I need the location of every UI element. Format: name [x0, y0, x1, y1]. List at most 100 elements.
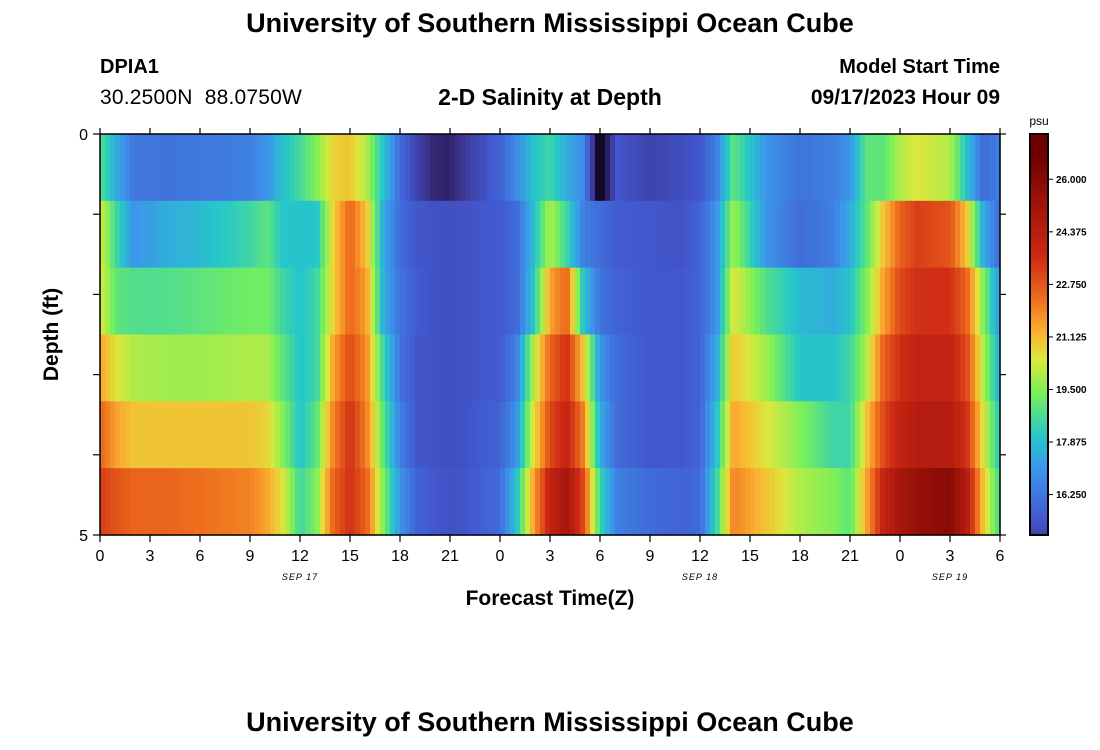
heatmap-cell	[165, 267, 171, 336]
heatmap-cell	[270, 468, 276, 536]
heatmap-cell	[760, 468, 766, 536]
model-start-label: Model Start Time	[839, 56, 1000, 78]
x-tick-label: 6	[596, 548, 605, 565]
heatmap-cell	[355, 200, 361, 269]
colorbar-segment	[1030, 237, 1048, 242]
heatmap-cell	[180, 401, 186, 469]
x-tick-label: 6	[196, 548, 205, 565]
heatmap-cell	[825, 401, 831, 469]
heatmap-cell	[970, 334, 976, 402]
heatmap-cell	[615, 267, 621, 336]
x-tick-label: 0	[896, 548, 905, 565]
heatmap-cell	[615, 200, 621, 269]
heatmap-cell	[685, 401, 691, 469]
heatmap-cell	[370, 468, 376, 536]
heatmap-cell	[505, 200, 511, 269]
heatmap-cell	[355, 134, 361, 202]
heatmap-cell	[685, 134, 691, 202]
heatmap-cell	[200, 468, 206, 536]
heatmap-cell	[330, 334, 336, 402]
colorbar-segment	[1030, 334, 1048, 339]
heatmap-cell	[190, 267, 196, 336]
colorbar-segment	[1030, 454, 1048, 459]
heatmap-cell	[540, 401, 546, 469]
colorbar-segment	[1030, 157, 1048, 162]
heatmap-cell	[950, 401, 956, 469]
heatmap-cell	[895, 401, 901, 469]
heatmap-cell	[975, 200, 981, 269]
heatmap-cell	[100, 401, 106, 469]
colorbar-segment	[1030, 408, 1048, 412]
heatmap-cell	[290, 200, 296, 269]
heatmap-cell	[900, 134, 906, 202]
heatmap-cell	[195, 401, 201, 469]
heatmap-cell	[280, 267, 286, 336]
colorbar-tick-label: 21.125	[1056, 332, 1087, 343]
heatmap-cell	[590, 334, 596, 402]
heatmap-cell	[400, 200, 406, 269]
colorbar-segment	[1030, 170, 1048, 175]
heatmap-cell	[850, 267, 856, 336]
heatmap-cell	[665, 468, 671, 536]
heatmap-cell	[255, 401, 261, 469]
heatmap-cell	[530, 134, 536, 202]
heatmap-cell	[670, 468, 676, 536]
heatmap-cell	[440, 267, 446, 336]
heatmap-cell	[200, 200, 206, 269]
heatmap-cell	[245, 401, 251, 469]
heatmap-cell	[615, 468, 621, 536]
colorbar-segment	[1030, 247, 1048, 252]
heatmap-cell	[710, 334, 716, 402]
heatmap-cell	[795, 334, 801, 402]
heatmap-cell	[210, 267, 216, 336]
heatmap-cell	[730, 267, 736, 336]
heatmap-cell	[440, 134, 446, 202]
heatmap-cell	[865, 468, 871, 536]
heatmap-cell	[285, 267, 291, 336]
heatmap-cell	[645, 468, 651, 536]
colorbar-segment	[1030, 240, 1048, 245]
heatmap-cell	[840, 134, 846, 202]
heatmap-cell	[665, 134, 671, 202]
heatmap-cell	[630, 468, 636, 536]
colorbar-segment	[1030, 257, 1048, 262]
heatmap-cell	[595, 468, 601, 536]
heatmap-cell	[800, 401, 806, 469]
heatmap-cell	[775, 134, 781, 202]
heatmap-cell	[510, 334, 516, 402]
heatmap-cell	[610, 401, 616, 469]
heatmap-cell	[150, 334, 156, 402]
heatmap-cell	[110, 267, 116, 336]
heatmap-cell	[680, 134, 686, 202]
heatmap-cell	[495, 334, 501, 402]
heatmap-cell	[245, 200, 251, 269]
heatmap-cell	[740, 200, 746, 269]
colorbar-segment	[1030, 528, 1048, 533]
colorbar-segment	[1030, 481, 1048, 486]
heatmap-cell	[875, 134, 881, 202]
heatmap-cell	[315, 468, 321, 536]
heatmap-cell	[170, 134, 176, 202]
heatmap-cell	[775, 334, 781, 402]
heatmap-cell	[620, 267, 626, 336]
heatmap-cell	[575, 401, 581, 469]
heatmap-cell	[470, 267, 476, 336]
heatmap-cell	[645, 134, 651, 202]
heatmap-cell	[820, 334, 826, 402]
heatmap-cell	[435, 267, 441, 336]
heatmap-cell	[565, 401, 571, 469]
heatmap-cell	[125, 468, 131, 536]
heatmap-cell	[770, 468, 776, 536]
heatmap-cell	[135, 468, 141, 536]
heatmap-cell	[620, 468, 626, 536]
heatmap-cell	[920, 267, 926, 336]
heatmap-cell	[580, 334, 586, 402]
heatmap-cell	[150, 401, 156, 469]
heatmap-cell	[925, 200, 931, 269]
heatmap-cell	[850, 401, 856, 469]
heatmap-cell	[785, 468, 791, 536]
heatmap-cell	[395, 200, 401, 269]
heatmap-cell	[125, 134, 131, 202]
colorbar-segment	[1030, 494, 1048, 499]
heatmap-cell	[525, 334, 531, 402]
